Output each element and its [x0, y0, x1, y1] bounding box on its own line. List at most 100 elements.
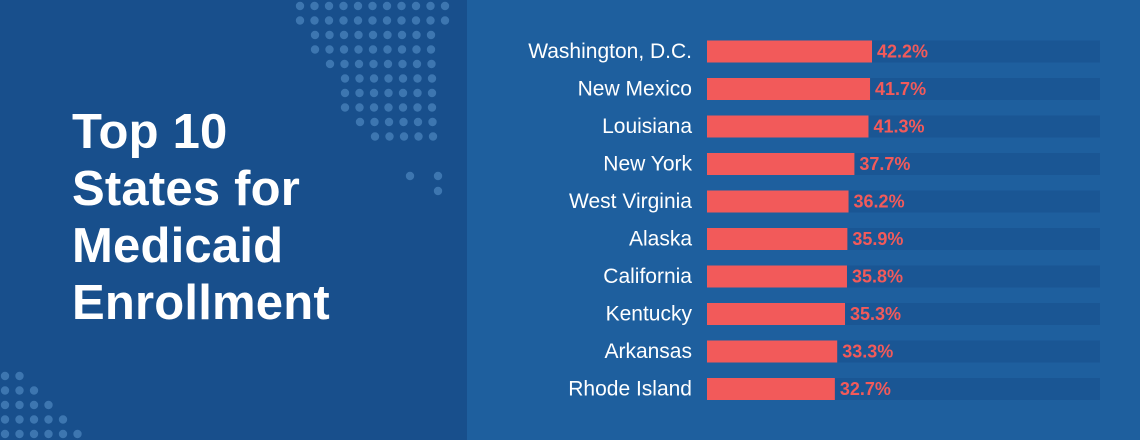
decorative-dot	[15, 415, 24, 424]
title-line-4: Enrollment	[72, 276, 330, 330]
bar	[707, 78, 871, 100]
bar	[707, 40, 872, 63]
decorative-dot	[339, 45, 349, 54]
bar	[707, 340, 838, 363]
decorative-dot	[58, 429, 68, 439]
decorative-dot	[369, 59, 378, 69]
decorative-dot	[426, 16, 435, 25]
decorative-dot	[295, 1, 305, 11]
title-line-1: Top 10	[72, 105, 228, 159]
decorative-dot	[397, 45, 407, 54]
decorative-dot	[15, 400, 24, 410]
decorative-dot	[310, 1, 319, 11]
decorative-dot	[383, 45, 392, 54]
category-label: Rhode Island	[568, 378, 692, 401]
category-label: New York	[603, 153, 692, 176]
decorative-dot	[353, 16, 363, 25]
decorative-dot	[15, 371, 24, 381]
decorative-dot	[295, 16, 305, 25]
decorative-dot	[382, 1, 392, 11]
decorative-dot	[0, 386, 10, 395]
decorative-dot	[0, 400, 10, 410]
bar	[707, 228, 848, 250]
chart-panel	[467, 0, 1140, 440]
value-label: 36.2%	[854, 192, 905, 212]
decorative-dot	[324, 1, 334, 11]
decorative-dot	[412, 45, 421, 54]
title-line-2: States for	[72, 162, 301, 216]
decorative-dot	[368, 16, 377, 25]
decorative-dot	[370, 132, 380, 141]
value-label: 41.7%	[875, 79, 926, 99]
decorative-dot	[0, 415, 10, 424]
decorative-dot	[426, 45, 436, 54]
decorative-dot	[310, 30, 320, 40]
title-line-3: Medicaid	[72, 219, 284, 273]
decorative-dot	[433, 171, 443, 181]
decorative-dot	[398, 88, 408, 98]
decorative-dot	[339, 1, 348, 11]
decorative-dot	[353, 1, 363, 11]
decorative-dot	[440, 1, 450, 11]
decorative-dot	[398, 59, 407, 69]
decorative-dot	[44, 415, 53, 424]
decorative-dot	[411, 16, 421, 25]
value-label: 35.8%	[852, 267, 903, 287]
decorative-dot	[384, 103, 393, 112]
decorative-dot	[414, 132, 423, 141]
decorative-dot	[370, 117, 379, 127]
decorative-dot	[368, 30, 378, 40]
value-label: 41.3%	[873, 117, 924, 137]
decorative-dot	[427, 59, 436, 69]
decorative-dot	[383, 59, 393, 69]
decorative-dot	[310, 45, 320, 54]
decorative-dot	[355, 88, 364, 98]
decorative-dot	[383, 30, 392, 40]
decorative-dot	[426, 1, 435, 11]
value-label: 32.7%	[840, 379, 891, 399]
value-label: 35.9%	[852, 229, 903, 249]
decorative-dot	[411, 1, 421, 11]
decorative-dot	[340, 59, 349, 69]
decorative-dot	[369, 88, 379, 98]
decorative-dot	[369, 74, 379, 83]
decorative-dot	[340, 74, 350, 83]
decorative-dot	[15, 429, 24, 439]
decorative-dot	[413, 88, 422, 98]
decorative-dot	[29, 386, 39, 395]
decorative-dot	[440, 16, 450, 25]
decorative-dot	[412, 30, 421, 40]
category-label: Washington, D.C.	[528, 40, 692, 63]
decorative-dot	[413, 74, 422, 83]
decorative-dot	[340, 103, 350, 112]
title-panel: Top 10 States for Medicaid Enrollment	[0, 0, 467, 440]
decorative-dot	[355, 103, 364, 112]
decorative-dot	[73, 429, 82, 439]
decorative-dot	[397, 30, 407, 40]
bar	[707, 153, 855, 175]
decorative-dot	[427, 74, 437, 83]
decorative-dot	[399, 132, 409, 141]
category-label: Kentucky	[606, 303, 693, 326]
decorative-dot	[325, 59, 335, 69]
decorative-dot	[339, 16, 348, 25]
decorative-dot	[428, 132, 438, 141]
decorative-dot	[354, 59, 364, 69]
decorative-dot	[29, 400, 39, 410]
decorative-dot	[0, 371, 10, 381]
decorative-dot	[355, 117, 365, 127]
category-label: West Virginia	[569, 190, 692, 213]
bar	[707, 115, 869, 138]
decorative-dot	[354, 45, 363, 54]
decorative-dot	[325, 30, 334, 40]
decorative-dot	[368, 45, 378, 54]
decorative-dot	[355, 74, 364, 83]
decorative-dot	[433, 186, 443, 196]
decorative-dot	[397, 16, 406, 25]
page-title: Top 10 States for Medicaid Enrollment	[72, 104, 452, 332]
value-label: 37.7%	[859, 154, 910, 174]
decorative-dot	[324, 16, 334, 25]
decorative-dot	[340, 88, 350, 98]
